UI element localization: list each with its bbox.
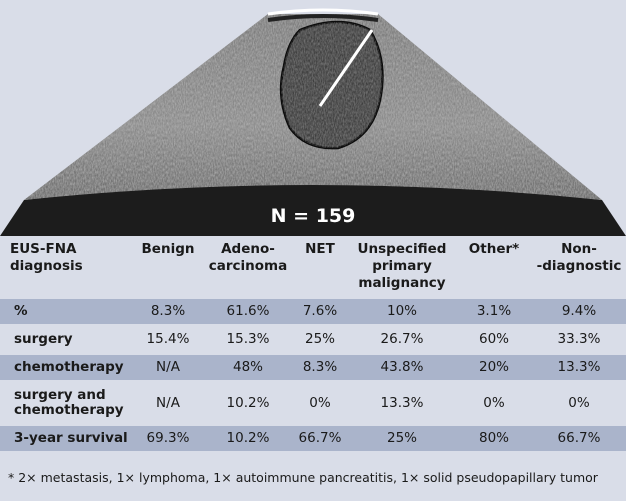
table-cell: 43.8%	[348, 355, 456, 380]
column-header: Non- -diagnostic	[532, 239, 626, 296]
table-cell: 66.7%	[292, 426, 348, 451]
column-header-line: Non-	[561, 241, 597, 257]
row-label: surgery	[0, 327, 132, 352]
table-cell: 60%	[478, 331, 509, 347]
table-cell: 8.3%	[292, 355, 348, 380]
row-label: chemotherapy	[0, 355, 132, 380]
column-header-line: EUS-FNA	[10, 241, 77, 257]
column-header-line: -diagnostic	[536, 258, 622, 274]
table-cell: 7.6%	[292, 299, 348, 324]
table-cell: 20%	[456, 355, 532, 380]
table-cell: 33.3%	[557, 331, 601, 347]
column-header-line: diagnosis	[10, 258, 83, 274]
table-cell: 61.6%	[204, 299, 292, 324]
column-header: Benign	[132, 239, 204, 296]
row-label-line: %	[14, 303, 28, 319]
ultrasound-image: N = 159	[0, 0, 626, 236]
table-row: % 8.3% 61.6% 7.6% 10% 3.1% 9.4%	[0, 299, 626, 324]
table-cell: 8.3%	[132, 299, 204, 324]
table-cell: 0%	[309, 394, 331, 411]
column-header-line: primary	[372, 258, 432, 274]
column-header-line: malignancy	[358, 275, 446, 291]
ultrasound-probe	[267, 8, 379, 16]
table-header-row: EUS-FNA diagnosis Benign Adeno-carcinoma NET…	[0, 239, 626, 296]
row-label: 3-year survival	[0, 426, 132, 451]
table-cell: 25%	[348, 426, 456, 451]
results-table: EUS-FNA diagnosis Benign Adeno-carcinoma NET…	[0, 236, 626, 454]
column-header: Adeno-carcinoma	[204, 239, 292, 296]
table-cell: 69.3%	[132, 426, 204, 451]
table-row: chemotherapy N/A 48% 8.3% 43.8% 20% 13.3%	[0, 355, 626, 380]
row-label-line: chemotherapy	[14, 359, 124, 375]
table-cell: 25%	[304, 331, 335, 347]
column-header-line: carcinoma	[208, 258, 288, 274]
cohort-size-label: N = 159	[271, 205, 356, 227]
column-header: EUS-FNA diagnosis	[0, 239, 132, 296]
table-cell: 15.4%	[146, 331, 190, 347]
table-body: % 8.3% 61.6% 7.6% 10% 3.1% 9.4% surgery 15.4% 15.…	[0, 299, 626, 451]
table-cell: 15.3%	[226, 331, 270, 347]
table-cell: 0%	[568, 394, 590, 411]
results-table-container: EUS-FNA diagnosis Benign Adeno-carcinoma NET…	[0, 236, 626, 454]
column-header: Other*	[456, 239, 532, 296]
column-header: Unspecified primary malignancy	[348, 239, 456, 296]
row-label: surgery and chemotherapy	[0, 383, 132, 423]
table-row: 3-year survival 69.3% 10.2% 66.7% 25% 80% 66.7…	[0, 426, 626, 451]
table-cell: N/A	[132, 355, 204, 380]
row-label: %	[0, 299, 132, 324]
footnote: * 2× metastasis, 1× lymphoma, 1× autoimm…	[8, 470, 598, 485]
column-header-line: Benign	[141, 241, 195, 257]
table-cell: 10%	[348, 299, 456, 324]
row-label-line: chemotherapy	[14, 402, 124, 418]
table-cell: 13.3%	[532, 355, 626, 380]
row-label-line: surgery and	[14, 387, 106, 403]
column-header-line: Other*	[468, 241, 520, 257]
table-cell: 9.4%	[532, 299, 626, 324]
table-cell: 26.7%	[380, 331, 424, 347]
column-header-line: Unspecified	[357, 241, 447, 257]
table-cell: 0%	[483, 394, 505, 411]
row-label-line: surgery	[14, 331, 73, 347]
table-cell: 10.2%	[226, 394, 270, 411]
table-cell: 80%	[456, 426, 532, 451]
table-row: surgery and chemotherapy N/A 10.2% 0% 13.3% 0%…	[0, 383, 626, 423]
column-header-line: NET	[305, 241, 335, 257]
column-header-line: Adeno-	[221, 241, 275, 257]
column-header: NET	[292, 239, 348, 296]
table-cell: N/A	[156, 394, 180, 411]
table-cell: 3.1%	[456, 299, 532, 324]
table-cell: 10.2%	[204, 426, 292, 451]
table-row: surgery 15.4% 15.3% 25% 26.7% 60% 33.3%	[0, 327, 626, 352]
row-label-line: 3-year survival	[14, 430, 128, 446]
ultrasound-shadow	[0, 182, 626, 236]
ultrasound-graphic: N = 159	[0, 8, 626, 236]
table-cell: 66.7%	[532, 426, 626, 451]
biopsy-needle	[318, 29, 374, 107]
table-cell: 48%	[204, 355, 292, 380]
table-cell: 13.3%	[380, 394, 424, 411]
